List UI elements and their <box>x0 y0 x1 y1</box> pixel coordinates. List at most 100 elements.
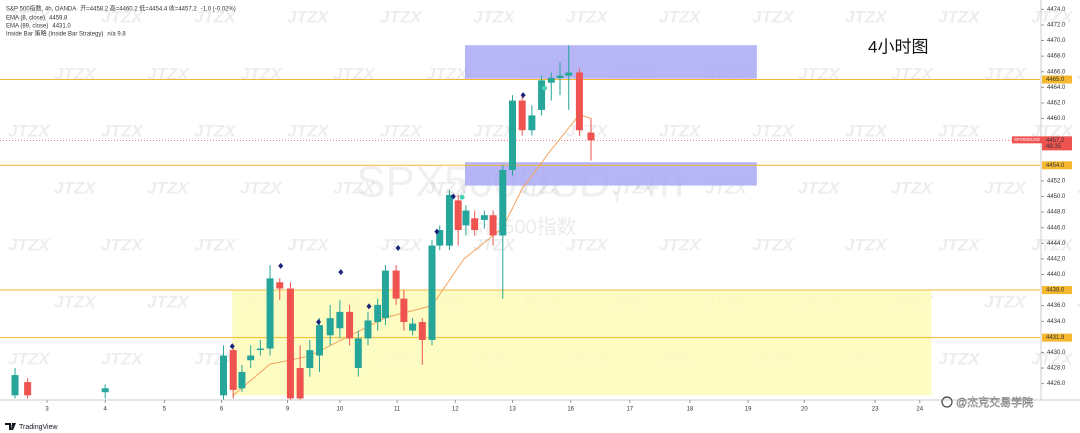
candle-body <box>11 375 19 396</box>
x-tick-label: 23 <box>872 407 879 413</box>
candle-body <box>518 100 526 131</box>
level-label: 4454.0 <box>1046 163 1065 169</box>
watermark: JTZX <box>8 121 51 140</box>
y-tick-label: 4446.0 <box>1047 225 1066 231</box>
watermark: JTZX <box>426 178 469 197</box>
header-text: n/a 9.8 <box>107 32 126 38</box>
watermark: JTZX <box>659 235 702 254</box>
level-label-bg <box>1042 286 1072 295</box>
y-tick-label: 4442.0 <box>1047 256 1066 262</box>
watermark: JTZX <box>380 121 423 140</box>
y-tick-label: 4460.0 <box>1047 116 1066 122</box>
watermark: JTZX <box>194 121 237 140</box>
watermark: JTZX <box>101 121 144 140</box>
signal-marker <box>278 262 284 269</box>
candle-body <box>575 72 583 131</box>
candle-body <box>374 304 382 323</box>
candle-body <box>418 322 426 340</box>
x-tick-label: 6 <box>220 407 224 413</box>
candle-body <box>409 323 417 331</box>
y-tick-label: 4430.0 <box>1047 350 1066 356</box>
x-tick-label: 19 <box>745 407 752 413</box>
candle-body <box>276 282 284 289</box>
signal-marker <box>316 319 322 326</box>
x-tick-label: 17 <box>626 407 633 413</box>
watermark: JTZX <box>287 121 330 140</box>
y-tick-label: 4470.0 <box>1047 38 1066 44</box>
y-tick-label: 4474.0 <box>1047 7 1066 13</box>
symbol-description: 标普500指数 <box>463 215 576 238</box>
candle-body <box>24 382 32 396</box>
watermark: JTZX <box>287 7 330 26</box>
header-text: Inside Bar 策略 (Inside Bar Strategy) <box>6 30 103 38</box>
watermark: JTZX <box>566 7 609 26</box>
watermark: JTZX <box>333 64 376 83</box>
countdown: 48:35 <box>1046 144 1062 150</box>
x-tick-label: 20 <box>801 407 808 413</box>
candle-body <box>316 325 324 356</box>
y-tick-label: 4434.0 <box>1047 319 1066 325</box>
header-text: EMA (8, close) <box>6 16 45 22</box>
candle-body <box>296 368 304 399</box>
candle-body <box>499 169 507 236</box>
watermark: JTZX <box>752 7 795 26</box>
level-label-bg <box>1042 161 1072 170</box>
x-tick-label: 4 <box>104 407 108 413</box>
watermark: JTZX <box>891 64 934 83</box>
watermark: JTZX <box>659 7 702 26</box>
y-tick-label: 4466.0 <box>1047 69 1066 75</box>
y-tick-label: 4428.0 <box>1047 366 1066 372</box>
watermark: JTZX <box>752 121 795 140</box>
header-text: -1.0 (-0.02%) <box>201 7 236 13</box>
signal-marker <box>395 244 401 251</box>
candle-body <box>247 355 255 361</box>
watermark: JTZX <box>380 7 423 26</box>
watermark: JTZX <box>380 235 423 254</box>
y-tick-label: 4444.0 <box>1047 241 1066 247</box>
watermark: JTZX <box>1031 7 1074 26</box>
credit-text: @杰克交易学院 <box>956 395 1033 409</box>
watermark: JTZX <box>1031 349 1074 368</box>
watermark: JTZX <box>1077 64 1080 83</box>
watermark: JTZX <box>1077 292 1080 311</box>
watermark: JTZX <box>147 64 190 83</box>
watermark: JTZX <box>798 64 841 83</box>
brand: TradingView <box>19 424 58 431</box>
candle-body <box>256 348 264 351</box>
watermark: JTZX <box>1031 235 1074 254</box>
candle-body <box>587 132 595 141</box>
header-text: 4431.0 <box>52 24 71 30</box>
ema-line <box>232 114 592 396</box>
watermarks: JTZX JTZX JTZX JTZX JTZX JTZX JTZX JTZX JTZX JTZX… <box>8 7 1080 368</box>
watermark: JTZX <box>101 7 144 26</box>
watermark: JTZX <box>54 64 97 83</box>
x-tick-label: 11 <box>394 407 401 413</box>
watermark: JTZX <box>147 178 190 197</box>
y-tick-label: 4436.0 <box>1047 303 1066 309</box>
watermark: JTZX <box>845 121 888 140</box>
candle-body <box>266 278 274 349</box>
y-tick-label: 4426.0 <box>1047 381 1066 387</box>
level-label-bg <box>1042 333 1072 342</box>
candle-body <box>381 270 389 319</box>
candle-body <box>547 77 555 83</box>
candle-body <box>538 80 546 110</box>
watermark: JTZX <box>287 235 330 254</box>
signal-marker <box>229 343 235 350</box>
zone <box>232 290 932 396</box>
x-tick-label: 10 <box>337 407 344 413</box>
watermark: JTZX <box>240 64 283 83</box>
candle-body <box>336 311 344 329</box>
watermark: JTZX <box>1077 178 1080 197</box>
x-tick-label: 3 <box>45 407 49 413</box>
watermark: JTZX <box>938 349 981 368</box>
signal-marker <box>520 92 526 99</box>
watermark: JTZX <box>473 235 516 254</box>
watermark: JTZX <box>194 235 237 254</box>
zone <box>464 45 757 79</box>
candle-body <box>565 72 573 76</box>
y-tick-label: 4450.0 <box>1047 194 1066 200</box>
x-tick-label: 9 <box>286 407 290 413</box>
candle-body <box>101 388 109 393</box>
